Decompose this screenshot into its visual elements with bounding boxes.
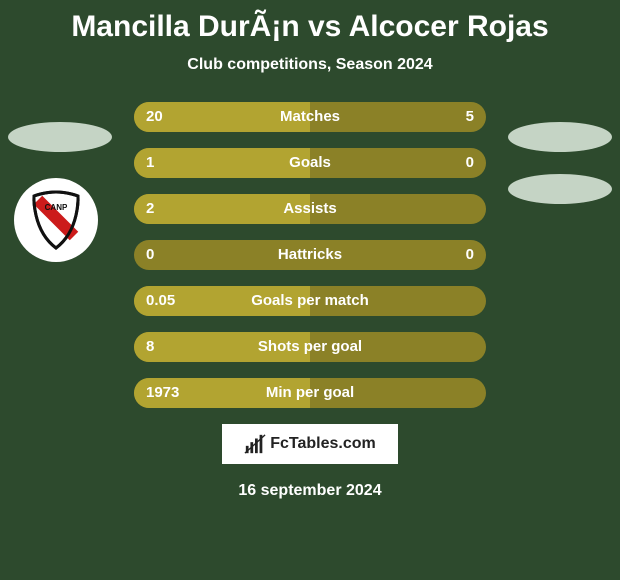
stat-row: Min per goal1973 — [134, 378, 486, 408]
stat-value-left: 20 — [146, 102, 163, 132]
stat-row: Matches20 5 — [134, 102, 486, 132]
stat-label: Min per goal — [134, 378, 486, 408]
branding-label: FcTables.com — [270, 435, 376, 453]
stat-value-left: 2 — [146, 194, 154, 224]
stat-value-left: 0 — [146, 240, 154, 270]
stat-label: Shots per goal — [134, 332, 486, 362]
bar-chart-icon — [244, 433, 266, 455]
stat-row: Goals1 0 — [134, 148, 486, 178]
stat-value-right: 0 — [466, 148, 474, 178]
date-line: 16 september 2024 — [0, 482, 620, 500]
stat-value-right: 5 — [466, 102, 474, 132]
stat-label: Assists — [134, 194, 486, 224]
page-subtitle: Club competitions, Season 2024 — [0, 56, 620, 74]
stat-row: Goals per match0.05 — [134, 286, 486, 316]
svg-text:CANP: CANP — [45, 203, 68, 212]
stat-value-left: 0.05 — [146, 286, 175, 316]
stats-table: Matches205Goals10Assists2Hattricks00Goal… — [134, 102, 486, 408]
page-title: Mancilla DurÃ¡n vs Alcocer Rojas — [0, 0, 620, 44]
stat-row: Hattricks0 0 — [134, 240, 486, 270]
stat-value-left: 1 — [146, 148, 154, 178]
stat-label: Goals per match — [134, 286, 486, 316]
branding-box: FcTables.com — [222, 424, 398, 464]
club-logo-left: CANP — [14, 178, 98, 262]
stat-value-left: 1973 — [146, 378, 179, 408]
player-badge-left — [8, 122, 112, 152]
stat-row: Shots per goal8 — [134, 332, 486, 362]
stat-row: Assists2 — [134, 194, 486, 224]
stat-label: Hattricks — [134, 240, 486, 270]
player-badge-right-2 — [508, 174, 612, 204]
stat-label: Goals — [134, 148, 486, 178]
player-badge-right-1 — [508, 122, 612, 152]
shield-stripe-icon: CANP — [26, 190, 86, 250]
stat-value-left: 8 — [146, 332, 154, 362]
stat-value-right: 0 — [466, 240, 474, 270]
stat-label: Matches — [134, 102, 486, 132]
